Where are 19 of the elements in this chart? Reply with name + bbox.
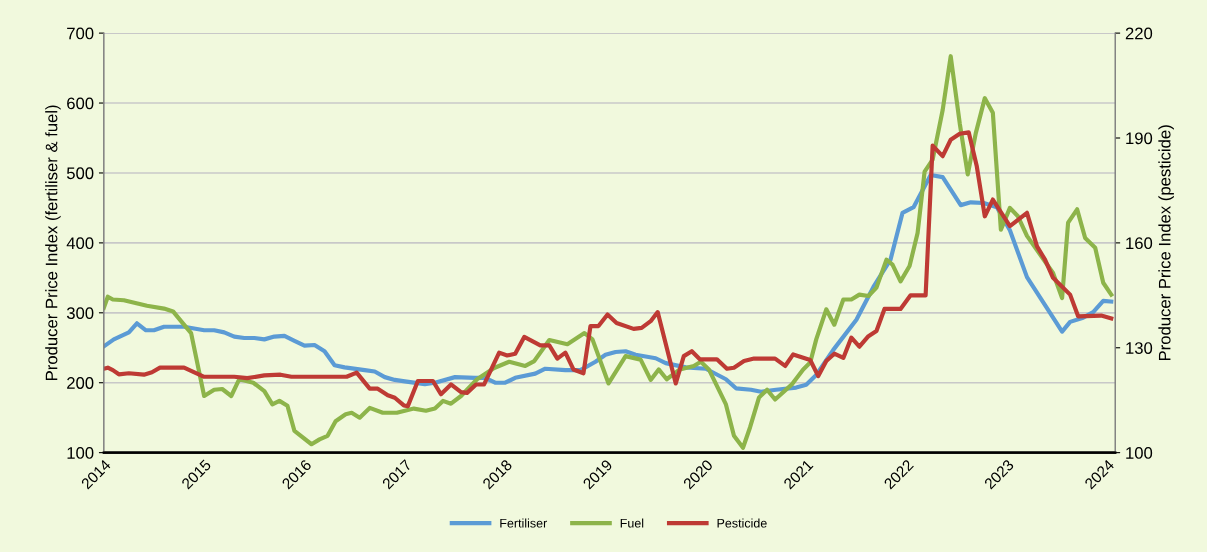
y-tick-label: 100: [67, 447, 94, 459]
y2-tick-label: 130: [1126, 342, 1153, 354]
y-tick-label: 500: [66, 167, 94, 180]
legend-label: Pesticide: [717, 518, 767, 528]
y-axis-title: Producer Price Index (fertiliser & fuel): [45, 105, 61, 380]
line-series: [103, 54, 1114, 450]
y-tick-label: 600: [67, 97, 94, 110]
y-tick-label: 200: [67, 377, 94, 389]
y2-tick-label: 160: [1126, 237, 1153, 250]
legend-label: Fertiliser: [500, 518, 548, 528]
y-tick-label: 300: [66, 307, 94, 319]
y2-tick-label: 100: [1126, 447, 1153, 459]
line-series: [103, 130, 1114, 409]
legend-label: Fuel: [620, 518, 644, 528]
y-tick-label: 700: [67, 27, 94, 40]
y-tick-label: 400: [66, 237, 94, 250]
y2-tick-label: 190: [1126, 132, 1153, 145]
y2-tick-label: 220: [1125, 27, 1153, 40]
y2-axis-title: Producer Price Index (pesticide): [1158, 125, 1174, 361]
